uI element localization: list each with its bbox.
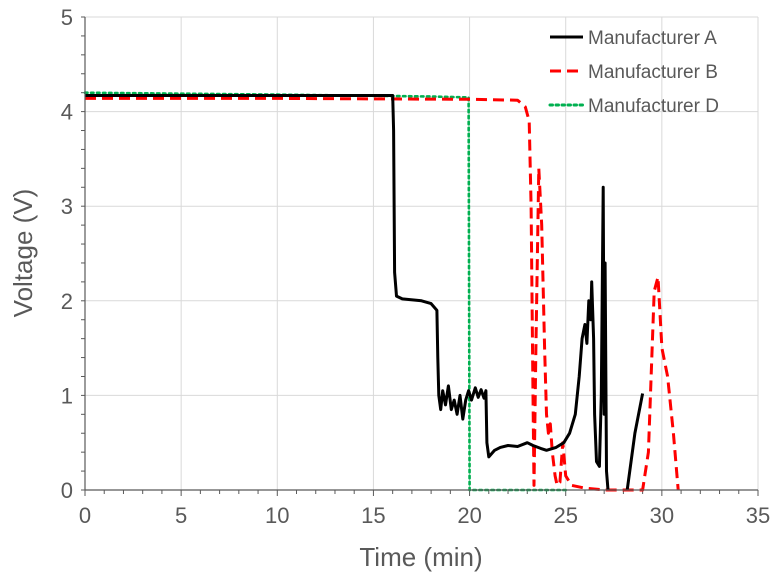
- y-tick-label: 1: [61, 383, 73, 408]
- y-tick-label: 5: [61, 5, 73, 30]
- y-tick-labels: 0 1 2 3 4 5: [61, 5, 73, 503]
- minor-ticks: [81, 16, 759, 496]
- y-axis-title: Voltage (V): [8, 189, 38, 318]
- x-tick-label: 25: [553, 503, 577, 528]
- x-tick-label: 35: [746, 503, 770, 528]
- y-tick-label: 3: [61, 194, 73, 219]
- x-tick-labels: 0 5 10 15 20 25 30 35: [79, 503, 770, 528]
- series-manufacturer-a: [85, 94, 645, 491]
- legend-label: Manufacturer D: [588, 96, 719, 117]
- legend-label: Manufacturer A: [588, 28, 717, 49]
- y-tick-label: 0: [61, 478, 73, 503]
- legend: Manufacturer A Manufacturer B Manufacturer…: [548, 28, 719, 117]
- y-tick-label: 2: [61, 289, 73, 314]
- x-tick-label: 10: [265, 503, 289, 528]
- legend-label: Manufacturer B: [588, 62, 718, 83]
- x-tick-label: 20: [457, 503, 481, 528]
- plot-area: [85, 17, 758, 490]
- series-line: [85, 94, 610, 491]
- series-manufacturer-b: [85, 96, 680, 492]
- x-tick-label: 15: [361, 503, 385, 528]
- series-line: [85, 96, 680, 492]
- x-axis-title: Time (min): [359, 542, 482, 572]
- x-tick-label: 0: [79, 503, 91, 528]
- y-tick-label: 4: [61, 100, 73, 125]
- series-line: [625, 393, 645, 491]
- x-tick-label: 5: [175, 503, 187, 528]
- x-tick-label: 30: [650, 503, 674, 528]
